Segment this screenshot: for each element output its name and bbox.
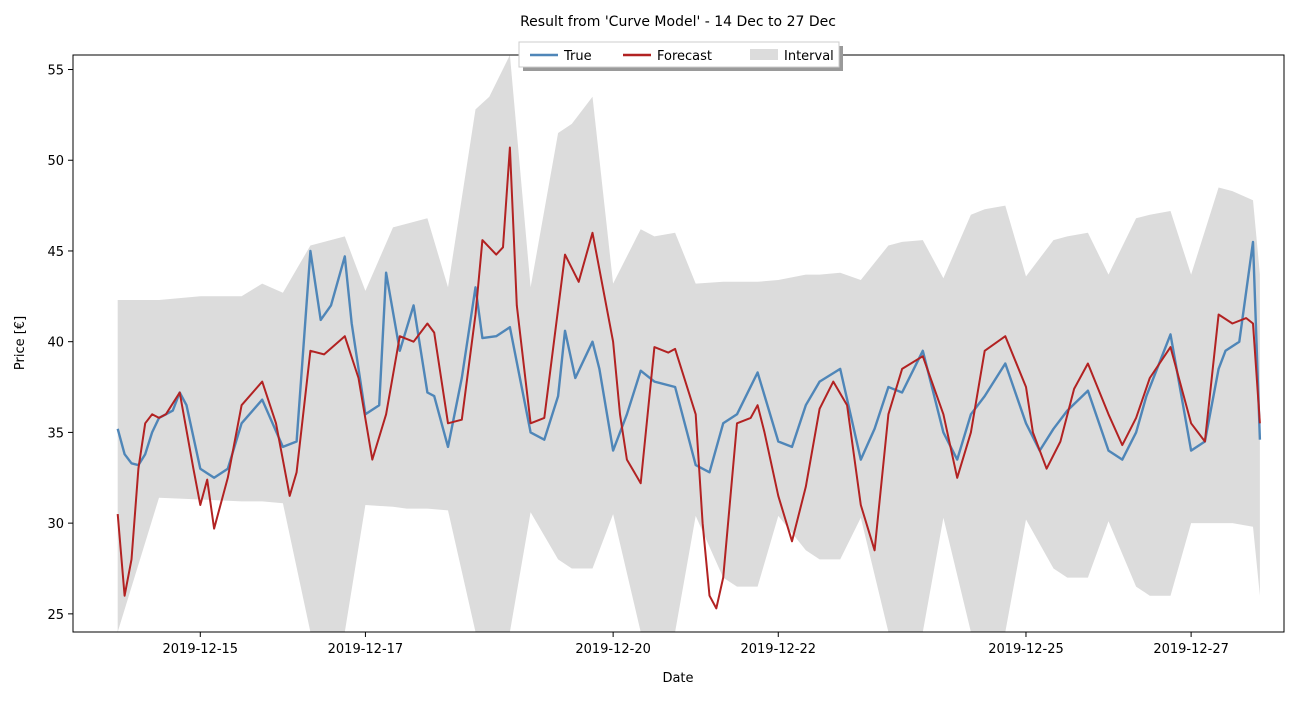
y-tick-label: 45 xyxy=(47,245,64,260)
legend-label-forecast: Forecast xyxy=(657,49,712,64)
x-tick-label: 2019-12-15 xyxy=(163,642,239,657)
y-tick-label: 55 xyxy=(47,64,64,79)
y-tick-label: 30 xyxy=(47,517,64,532)
x-tick-label: 2019-12-20 xyxy=(575,642,651,657)
x-tick-label: 2019-12-22 xyxy=(740,642,816,657)
y-tick-label: 50 xyxy=(47,154,64,169)
y-tick-label: 40 xyxy=(47,336,64,351)
x-tick-label: 2019-12-27 xyxy=(1153,642,1229,657)
x-tick-label: 2019-12-25 xyxy=(988,642,1064,657)
y-tick-label: 25 xyxy=(47,608,64,623)
series-line-forecast xyxy=(116,146,1261,610)
interval-band xyxy=(117,55,1260,632)
chart-title: Result from 'Curve Model' - 14 Dec to 27… xyxy=(520,14,836,30)
y-axis: 25 30 35 40 45 50 55 xyxy=(47,64,73,623)
legend-label-true: True xyxy=(563,49,592,64)
legend: True Forecast Interval xyxy=(518,41,843,71)
legend-label-interval: Interval xyxy=(784,49,834,64)
y-tick-label: 35 xyxy=(47,426,64,441)
legend-swatch-interval xyxy=(750,49,778,60)
x-tick-label: 2019-12-17 xyxy=(328,642,404,657)
x-axis: 2019-12-15 2019-12-17 2019-12-20 2019-12-22… xyxy=(163,632,1229,657)
plot-area xyxy=(116,55,1262,632)
legend-box xyxy=(518,41,840,68)
y-axis-label: Price [€] xyxy=(13,316,28,370)
x-axis-label: Date xyxy=(662,671,693,686)
series-line-true xyxy=(116,240,1262,479)
